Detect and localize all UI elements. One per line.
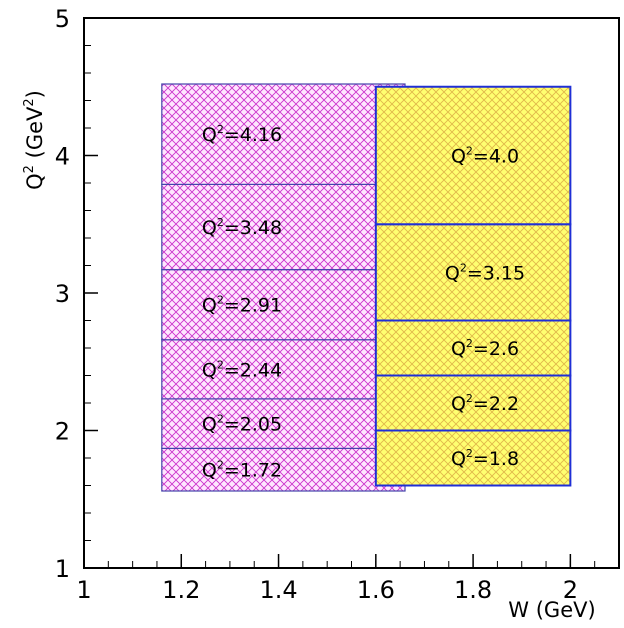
bin-rect-magenta-4 bbox=[161, 183, 406, 271]
bin-rect-yellow-4 bbox=[374, 85, 572, 226]
y-tick-label: 2 bbox=[55, 418, 70, 446]
y-axis-title: Q2 (GeV2) bbox=[22, 90, 47, 190]
bin-label-magenta-4: Q2=3.48 bbox=[202, 216, 282, 239]
bin-rect-magenta-3 bbox=[161, 269, 406, 341]
y-tick-label: 5 bbox=[55, 5, 70, 33]
y-tick-label: 1 bbox=[55, 555, 70, 583]
bin-label-magenta-1: Q2=2.05 bbox=[202, 413, 282, 436]
y-tick-label: 4 bbox=[55, 143, 70, 171]
bin-label-magenta-5: Q2=4.16 bbox=[202, 123, 282, 146]
x-tick-label: 2 bbox=[563, 576, 578, 604]
series-magenta-bins bbox=[161, 83, 406, 492]
x-axis-ticks: 1 1.2 1.4 1.6 1.8 2 bbox=[76, 554, 620, 604]
x-tick-label: 1.2 bbox=[162, 576, 200, 604]
x-axis-title: W (GeV) bbox=[508, 598, 595, 622]
x-tick-label: 1.8 bbox=[454, 576, 492, 604]
bin-label-yellow-2: Q2=2.6 bbox=[451, 337, 519, 360]
bin-label-yellow-1: Q2=2.2 bbox=[451, 392, 519, 415]
bin-label-yellow-3: Q2=3.15 bbox=[445, 261, 525, 284]
bin-rect-magenta-0 bbox=[161, 447, 406, 492]
y-tick-label: 3 bbox=[55, 280, 70, 308]
bin-rect-yellow-3 bbox=[374, 223, 572, 322]
x-tick-label: 1 bbox=[76, 576, 91, 604]
bin-rect-magenta-2 bbox=[161, 339, 406, 400]
bin-rect-yellow-1 bbox=[374, 374, 572, 432]
bin-rect-magenta-5 bbox=[161, 83, 406, 185]
x-tick-label: 1.4 bbox=[259, 576, 297, 604]
bin-rect-magenta-1 bbox=[161, 398, 406, 449]
bin-label-yellow-0: Q2=1.8 bbox=[451, 447, 519, 470]
bin-label-yellow-4: Q2=4.0 bbox=[451, 145, 519, 168]
x-tick-label: 1.6 bbox=[357, 576, 395, 604]
series-yellow-bins bbox=[374, 85, 572, 487]
y-axis-ticks: 1 2 3 4 5 bbox=[55, 5, 98, 583]
bin-labels: Q2=1.72 Q2=2.05 Q2=2.44 Q2=2.91 Q2=3.48 Q2=4.… bbox=[202, 123, 525, 482]
bin-label-magenta-2: Q2=2.44 bbox=[202, 358, 282, 381]
bin-label-magenta-0: Q2=1.72 bbox=[202, 459, 282, 482]
bin-label-magenta-3: Q2=2.91 bbox=[202, 294, 282, 317]
